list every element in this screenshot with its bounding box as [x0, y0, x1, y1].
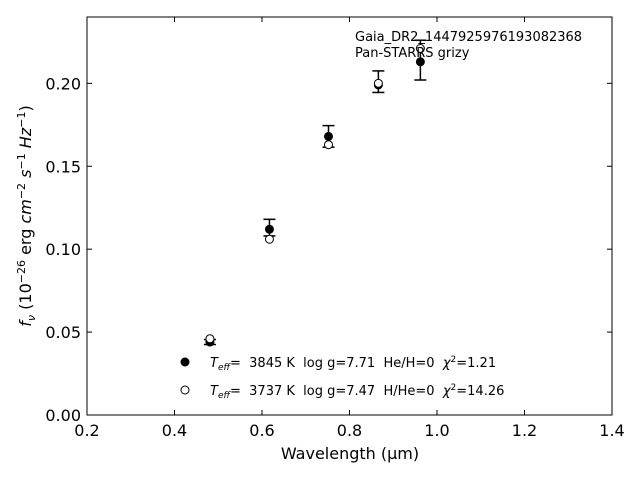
x-tick-label: 0.8	[337, 421, 362, 440]
filled-model-point	[324, 131, 333, 141]
x-axis-label: Wavelength (μm)	[281, 444, 419, 463]
y-axis-label: fν (10−26 erg cm−2 s−1 Hz−1)	[15, 105, 38, 326]
y-tick-label: 0.05	[45, 323, 81, 342]
y-axis-ticks: 0.00 0.05 0.10 0.15 0.20	[45, 74, 612, 425]
annotation-line-1: Gaia_DR2_1447925976193082368	[355, 30, 582, 45]
annotation-line-2: Pan-STARRS grizy	[355, 46, 470, 61]
legend-entry-text: Teff= 3845 K log g=7.71 He/H=0 χ2=1.21	[210, 355, 496, 373]
filled-model-point	[264, 224, 274, 234]
x-tick-label: 1.0	[424, 421, 449, 440]
y-tick-label: 0.15	[45, 157, 81, 176]
open-model-point	[264, 234, 274, 244]
x-tick-label: 0.4	[162, 421, 187, 440]
x-tick-label: 0.2	[74, 421, 99, 440]
open-model-point	[324, 140, 333, 150]
plot-area	[86, 16, 613, 416]
open-model-point	[373, 78, 383, 88]
x-tick-label: 1.2	[512, 421, 537, 440]
y-tick-label: 0.20	[45, 74, 81, 93]
x-tick-label: 0.6	[249, 421, 274, 440]
y-tick-label: 0.00	[45, 406, 81, 425]
legend: Teff= 3845 K log g=7.71 He/H=0 χ2=1.21 Te…	[180, 355, 504, 401]
x-axis-ticks: 0.2 0.4 0.6 0.8 1.0 1.2 1.4	[74, 17, 625, 440]
open-model-point	[205, 334, 215, 344]
filled-model-point	[415, 57, 425, 67]
data-markers	[205, 44, 425, 347]
x-tick-label: 1.4	[599, 421, 624, 440]
legend-open-marker	[180, 385, 190, 395]
open-model-point	[415, 44, 425, 54]
y-tick-label: 0.10	[45, 240, 81, 259]
legend-filled-marker	[180, 357, 190, 367]
legend-entry-text: Teff= 3737 K log g=7.47 H/He=0 χ2=14.26	[210, 383, 504, 401]
